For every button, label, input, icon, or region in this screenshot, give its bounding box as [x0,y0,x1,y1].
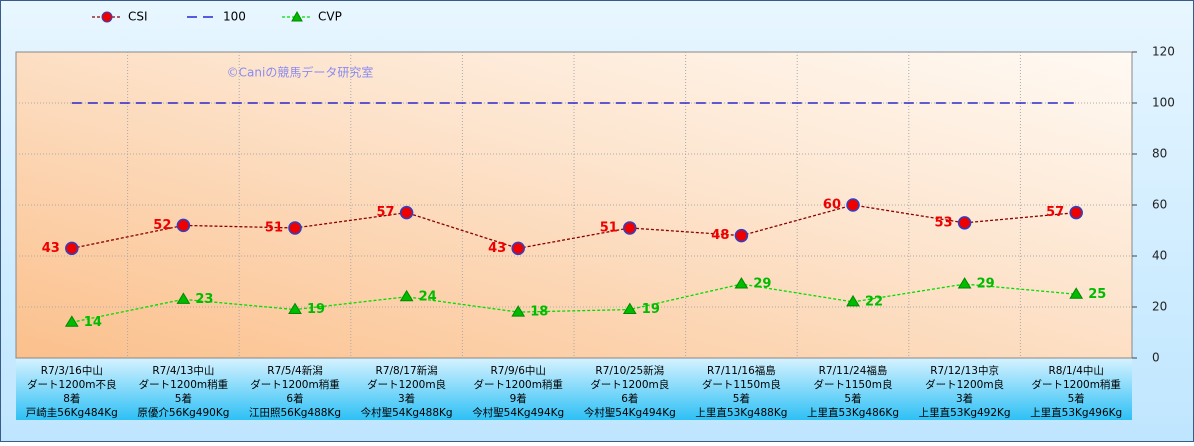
x-tick-label: ダート1200m稍重 [250,378,339,391]
y-tick-label: 60 [1152,198,1167,212]
marker [734,277,749,289]
value-label: 57 [1046,205,1064,220]
legend-label: 100 [223,10,246,24]
y-tick-label: 0 [1152,351,1160,365]
x-tick-label: 上里直53Kg486Kg [807,406,899,419]
value-label: 43 [488,241,506,256]
value-label: 14 [84,315,102,330]
value-label: 60 [823,198,841,213]
x-tick-label: 上里直53Kg488Kg [695,406,787,419]
legend-marker [101,11,113,23]
marker [846,294,860,307]
x-tick-label: 江田照56Kg488Kg [249,407,341,419]
x-tick-label: R7/10/25新潟 [595,364,664,377]
x-tick-label: ダート1200m良 [590,378,669,391]
value-label: 18 [530,305,548,320]
x-tick-label: ダート1200m不良 [27,378,116,391]
marker [288,221,302,235]
x-tick-label: ダート1200m良 [367,378,446,391]
legend-marker [291,10,303,22]
x-tick-label: ダート1200m良 [925,378,1004,391]
value-label: 23 [195,292,213,307]
x-tick-label: R7/11/24福島 [819,364,888,377]
x-tick-label: 9着 [510,392,527,405]
x-tick-label: 8着 [63,392,80,405]
marker [734,228,749,243]
x-tick-label: 5着 [1068,392,1085,405]
x-tick-label: 今村聖54Kg494Kg [584,406,676,419]
marker [1069,287,1084,299]
y-tick-label: 120 [1152,45,1175,59]
value-label: 29 [977,277,995,292]
marker [65,241,79,256]
x-tick-label: ダート1200m稍重 [1031,378,1120,391]
value-label: 24 [419,289,437,304]
x-tick-label: 上里直53Kg496Kg [1030,406,1122,419]
y-tick-label: 40 [1152,249,1167,263]
x-tick-label: 上里直53Kg492Kg [919,406,1011,419]
marker [846,198,860,212]
marker [511,241,525,256]
value-label: 52 [153,218,171,233]
y-tick-label: 20 [1152,300,1167,314]
x-tick-label: 戸崎圭56Kg484Kg [26,406,118,419]
marker [511,305,526,317]
x-tick-label: 3着 [398,392,415,405]
x-tick-label: R7/12/13中京 [930,364,999,377]
x-tick-label: R8/1/4中山 [1048,364,1103,377]
x-tick-label: 6着 [286,392,303,405]
marker [399,205,414,220]
legend-label: CVP [318,10,342,24]
x-tick-label: R7/8/17新潟 [376,364,438,377]
series-line [71,204,1077,250]
marker [622,302,637,315]
x-tick-label: ダート1200m稍重 [473,378,562,391]
x-tick-label: R7/9/6中山 [490,364,545,377]
marker [64,315,79,327]
x-tick-label: ダート1150m良 [814,378,893,391]
x-tick-label: R7/11/16福島 [707,364,776,377]
value-label: 51 [265,220,283,235]
value-label: 29 [753,277,771,292]
x-tick-label: 5着 [733,392,750,405]
value-label: 51 [600,220,618,235]
x-tick-label: 5着 [844,392,861,405]
marker [288,302,302,315]
y-tick-label: 80 [1152,147,1167,161]
marker [399,289,414,302]
value-label: 57 [377,205,395,220]
x-tick-label: ダート1150m良 [702,378,781,391]
series-line [71,283,1077,323]
x-tick-label: 今村聖54Kg494Kg [472,406,564,419]
y-tick-label: 100 [1152,96,1175,110]
x-tick-label: 原優介56Kg490Kg [137,406,229,419]
x-tick-label: 今村聖54Kg488Kg [361,406,453,419]
value-label: 22 [865,294,883,309]
watermark: ©Caniの競馬データ研究室 [227,65,374,80]
marker [1069,205,1083,220]
legend-label: CSI [128,10,148,24]
value-label: 19 [642,302,660,317]
marker [176,218,191,233]
marker [957,216,972,230]
value-label: 53 [935,215,953,230]
x-tick-label: 5着 [175,392,192,405]
value-label: 48 [711,228,729,243]
marker [623,221,637,235]
x-tick-label: 3着 [956,392,973,405]
marker [957,277,972,289]
x-tick-label: 6着 [621,392,638,405]
marker [176,292,191,304]
category-band [16,358,1132,420]
x-tick-label: R7/4/13中山 [152,364,214,377]
x-tick-label: ダート1200m稍重 [139,378,228,391]
x-tick-label: R7/3/16中山 [41,364,103,377]
value-label: 19 [307,302,325,317]
value-label: 43 [42,241,60,256]
x-tick-label: R7/5/4新潟 [267,364,322,377]
value-label: 25 [1088,287,1106,302]
